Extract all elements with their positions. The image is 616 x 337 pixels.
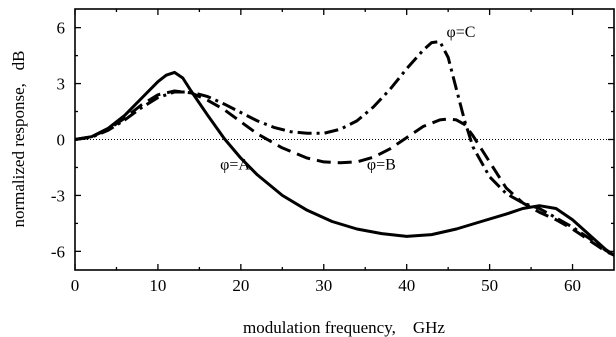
x-tick-label: 20: [232, 276, 249, 295]
plot-frame: [74, 8, 615, 271]
plot-area-border: [74, 8, 615, 271]
x-tick-label: 40: [398, 276, 415, 295]
x-tick-label: 60: [564, 276, 581, 295]
series-line-dashdot: [74, 40, 615, 257]
y-tick-label: 3: [57, 75, 66, 94]
y-tick-label: -3: [51, 186, 65, 205]
series-line-solid: [74, 70, 615, 257]
y-tick-label: -6: [51, 242, 65, 261]
annotations: φ=A φ=B φ=C: [220, 24, 475, 173]
x-tick-label: 30: [315, 276, 332, 295]
x-tick-label: 10: [149, 276, 166, 295]
y-axis-label: normalized response, dB: [9, 50, 28, 227]
x-axis-label: modulation frequency, GHz: [243, 318, 445, 337]
series-group: [74, 40, 615, 257]
y-tick-label: 0: [57, 131, 66, 150]
series-line-dashed: [74, 89, 615, 257]
series-annotation: φ=B: [367, 156, 396, 173]
y-tick-label: 6: [57, 19, 66, 38]
x-tick-label: 50: [481, 276, 498, 295]
series-annotation: φ=C: [446, 24, 475, 41]
series-annotation: φ=A: [220, 156, 250, 173]
x-tick-label: 0: [71, 276, 80, 295]
